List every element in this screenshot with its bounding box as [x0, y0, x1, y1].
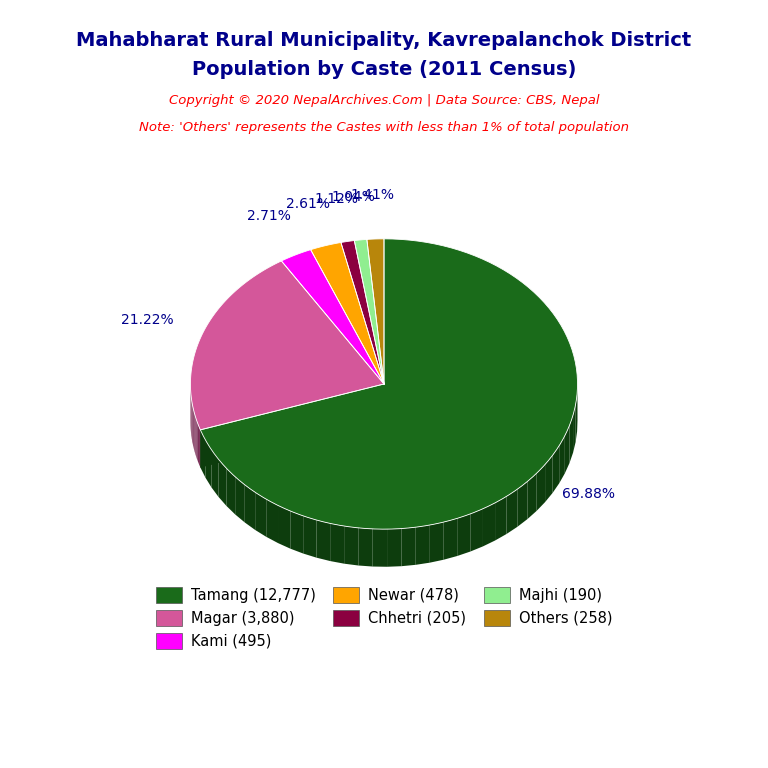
Text: 1.04%: 1.04%	[332, 190, 376, 204]
Polygon shape	[266, 499, 278, 543]
Polygon shape	[402, 527, 415, 566]
Polygon shape	[200, 384, 384, 468]
Text: 1.12%: 1.12%	[315, 192, 359, 206]
Text: 21.22%: 21.22%	[121, 313, 174, 327]
Text: 69.88%: 69.88%	[561, 488, 614, 502]
Polygon shape	[227, 468, 235, 515]
Legend: Tamang (12,777), Magar (3,880), Kami (495), Newar (478), Chhetri (205), Majhi (1: Tamang (12,777), Magar (3,880), Kami (49…	[148, 579, 620, 657]
Polygon shape	[245, 485, 255, 530]
Polygon shape	[495, 496, 507, 541]
Polygon shape	[367, 239, 384, 384]
Polygon shape	[199, 427, 200, 468]
Polygon shape	[545, 455, 553, 502]
Polygon shape	[330, 524, 344, 564]
Polygon shape	[341, 240, 384, 384]
Polygon shape	[344, 526, 359, 565]
Polygon shape	[518, 482, 528, 527]
Polygon shape	[559, 435, 564, 483]
Polygon shape	[470, 508, 483, 551]
Polygon shape	[537, 465, 545, 511]
Polygon shape	[573, 405, 576, 452]
Polygon shape	[483, 503, 495, 546]
Polygon shape	[211, 450, 218, 497]
Polygon shape	[205, 440, 211, 488]
Polygon shape	[430, 522, 444, 563]
Polygon shape	[359, 528, 372, 567]
Polygon shape	[196, 417, 197, 458]
Text: 2.71%: 2.71%	[247, 209, 291, 223]
Polygon shape	[528, 473, 537, 519]
Polygon shape	[303, 516, 316, 558]
Polygon shape	[354, 240, 384, 384]
Polygon shape	[278, 505, 290, 548]
Polygon shape	[387, 528, 402, 567]
Polygon shape	[194, 414, 196, 455]
Polygon shape	[444, 518, 457, 560]
Polygon shape	[316, 520, 330, 561]
Polygon shape	[235, 477, 245, 522]
Polygon shape	[415, 525, 430, 564]
Polygon shape	[198, 424, 199, 465]
Polygon shape	[281, 250, 384, 384]
Text: 2.61%: 2.61%	[286, 197, 330, 211]
Polygon shape	[507, 489, 518, 534]
Polygon shape	[457, 514, 470, 556]
Text: 1.41%: 1.41%	[351, 188, 395, 203]
Polygon shape	[218, 459, 227, 506]
Text: Population by Caste (2011 Census): Population by Caste (2011 Census)	[192, 60, 576, 79]
Polygon shape	[200, 430, 205, 478]
Polygon shape	[310, 243, 384, 384]
Polygon shape	[255, 492, 266, 537]
Polygon shape	[372, 529, 387, 567]
Polygon shape	[197, 420, 198, 462]
Text: Note: 'Others' represents the Castes with less than 1% of total population: Note: 'Others' represents the Castes wit…	[139, 121, 629, 134]
Polygon shape	[190, 261, 384, 430]
Polygon shape	[564, 425, 569, 473]
Polygon shape	[576, 394, 577, 442]
Polygon shape	[200, 384, 384, 468]
Polygon shape	[569, 415, 573, 463]
Polygon shape	[200, 239, 578, 529]
Text: Copyright © 2020 NepalArchives.Com | Data Source: CBS, Nepal: Copyright © 2020 NepalArchives.Com | Dat…	[169, 94, 599, 107]
Polygon shape	[290, 511, 303, 554]
Polygon shape	[553, 445, 559, 493]
Text: Mahabharat Rural Municipality, Kavrepalanchok District: Mahabharat Rural Municipality, Kavrepala…	[76, 31, 692, 50]
